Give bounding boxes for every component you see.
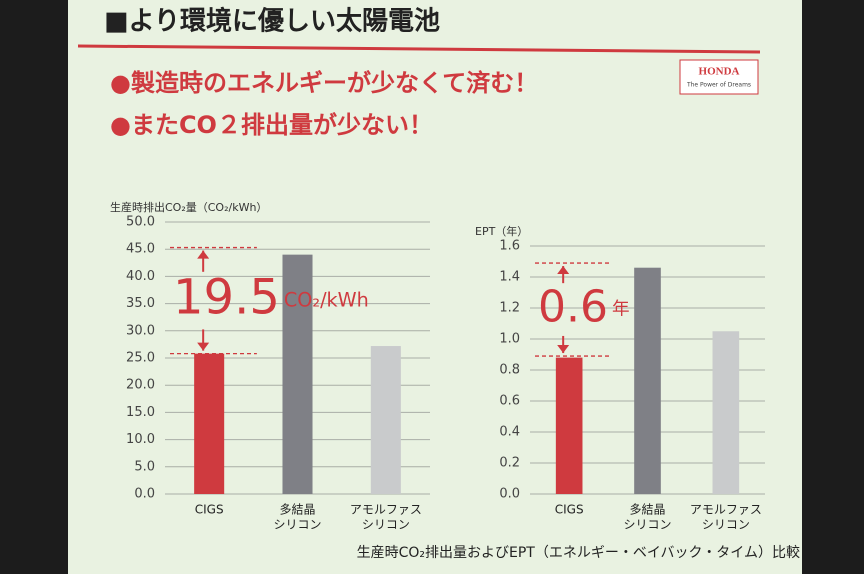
y-tick-label: 15.0 — [126, 405, 155, 420]
x-tick-label: シリコン — [273, 518, 321, 532]
y-axis-label: EPT（年） — [475, 224, 528, 238]
y-tick-label: 10.0 — [126, 432, 155, 447]
bar — [712, 331, 740, 494]
x-tick-label: 多結晶 — [629, 503, 665, 517]
y-tick-label: 20.0 — [126, 378, 155, 393]
x-tick-label: CIGS — [195, 503, 224, 517]
y-tick-label: 25.0 — [126, 351, 155, 366]
y-axis-label: 生産時排出CO₂量（CO₂/kWh） — [110, 200, 267, 214]
logo-box — [679, 59, 759, 95]
annotation: 19.5 CO₂/kWh — [173, 270, 369, 326]
x-tick-label: シリコン — [623, 518, 671, 532]
bar — [194, 353, 225, 494]
annotation-unit: CO₂/kWh — [284, 288, 369, 311]
title-rule — [77, 44, 761, 54]
x-tick-label: CIGS — [555, 503, 584, 517]
y-tick-label: 35.0 — [126, 296, 155, 311]
annotation-value: 19.5 — [173, 270, 280, 326]
logo: HONDA — [699, 66, 740, 78]
y-tick-label: 0.4 — [499, 425, 520, 440]
bullet: ●製造時のエネルギーが少なくて済む！ — [110, 69, 538, 97]
logo-tagline: The Power of Dreams — [686, 82, 751, 89]
y-tick-label: 0.6 — [499, 394, 520, 409]
footer: 生産時CO₂排出量およびEPT（エネルギー・ベイバック・タイム）比較 — [357, 545, 800, 561]
y-tick-label: 30.0 — [126, 323, 155, 338]
slide — [68, 0, 802, 574]
annotation-value: 0.6 — [538, 282, 608, 333]
slide-title: ■より環境に優しい太陽電池 — [104, 6, 440, 37]
arrow-head — [197, 342, 210, 351]
y-tick-label: 0.0 — [134, 487, 155, 502]
x-tick-label: アモルファス — [690, 503, 762, 517]
y-tick-label: 0.0 — [499, 487, 520, 502]
bar — [370, 346, 401, 494]
y-tick-label: 1.0 — [499, 332, 520, 347]
y-tick-label: 1.6 — [499, 239, 520, 254]
x-tick-label: 多結晶 — [279, 503, 315, 517]
bar — [555, 357, 583, 494]
y-tick-label: 45.0 — [126, 242, 155, 257]
annotation: 0.6 年 — [538, 282, 630, 333]
y-tick-label: 40.0 — [126, 269, 155, 284]
y-tick-label: 0.2 — [499, 456, 520, 471]
bullet: ●またCO２排出量が少ない！ — [110, 111, 433, 139]
annotation-unit: 年 — [612, 300, 630, 320]
y-tick-label: 0.8 — [499, 363, 520, 378]
y-tick-label: 5.0 — [134, 459, 155, 474]
y-tick-label: 50.0 — [126, 215, 155, 230]
x-tick-label: シリコン — [702, 518, 750, 532]
bar — [282, 254, 313, 494]
arrow-head — [557, 266, 570, 275]
arrow-head — [197, 250, 210, 259]
bar — [634, 267, 661, 494]
y-tick-label: 1.4 — [499, 270, 520, 285]
y-tick-label: 1.2 — [499, 301, 520, 316]
x-tick-label: シリコン — [362, 518, 410, 532]
x-tick-label: アモルファス — [350, 503, 422, 517]
arrow-head — [557, 345, 570, 354]
